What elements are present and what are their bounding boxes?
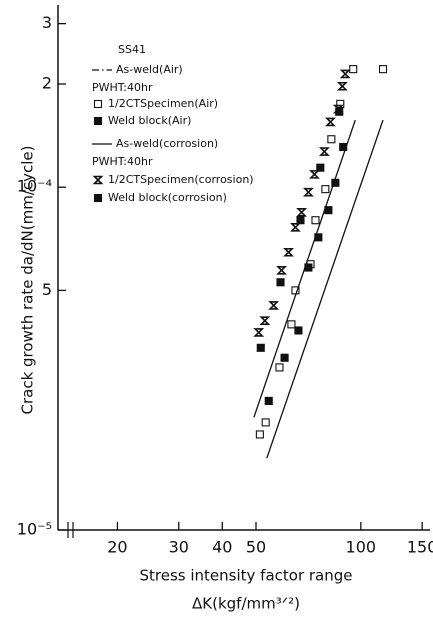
y-tick-label: 10⁻⁴ <box>17 177 52 196</box>
data-point <box>349 65 358 74</box>
data-point <box>318 147 330 156</box>
data-point <box>256 343 265 352</box>
legend-label: As-weld(Air) <box>116 63 183 76</box>
legend-label: 1/2CTSpecimen(Air) <box>108 97 218 110</box>
data-point <box>325 117 336 127</box>
data-point <box>275 363 284 372</box>
data-point <box>280 353 289 362</box>
data-point <box>268 301 280 310</box>
data-point <box>335 107 344 116</box>
fit-line <box>266 119 384 459</box>
data-point <box>294 326 303 335</box>
data-point <box>253 328 265 337</box>
fit-line <box>253 119 356 418</box>
data-point <box>296 216 305 225</box>
x-axis-label: Stress intensity factor range <box>140 567 353 585</box>
data-point <box>287 320 296 329</box>
legend-label: As-weld(corrosion) <box>116 137 218 150</box>
data-point <box>309 170 320 179</box>
legend-marker <box>92 175 104 185</box>
legend-title: SS41 <box>118 43 146 56</box>
data-point <box>296 207 308 217</box>
x-tick-label: 40 <box>212 538 232 557</box>
data-point <box>311 216 320 225</box>
data-point <box>327 135 336 144</box>
legend-label: 1/2CTSpecimen(corrosion) <box>108 173 254 186</box>
legend-marker <box>93 193 103 203</box>
data-point <box>259 316 271 325</box>
y-tick-label: 3 <box>42 13 52 32</box>
y-tick-label: 10⁻⁵ <box>17 520 52 539</box>
data-point <box>261 418 270 427</box>
legend-marker <box>93 99 103 109</box>
data-point <box>336 81 348 91</box>
data-point <box>283 247 294 257</box>
y-tick-label: 5 <box>42 280 52 299</box>
x-tick-label: 20 <box>107 538 127 557</box>
legend-subtitle: PWHT:40hr <box>92 81 153 94</box>
legend-marker <box>93 116 103 126</box>
y-axis-label: Crack growth rate da/dN(mm/cycle) <box>19 146 37 415</box>
legend-subtitle: PWHT:40hr <box>92 155 153 168</box>
data-point <box>276 278 285 287</box>
data-point <box>316 163 325 172</box>
data-point <box>378 65 388 74</box>
data-point <box>276 266 287 275</box>
x-tick-label: 150 <box>407 538 433 557</box>
data-point <box>339 69 351 79</box>
legend-label: Weld block(Air) <box>108 114 191 127</box>
data-point <box>255 430 264 439</box>
y-tick-label: 2 <box>42 73 52 92</box>
data-point <box>264 396 273 405</box>
x-tick-label: 100 <box>346 538 377 557</box>
x-tick-label: 30 <box>169 538 189 557</box>
data-point <box>302 187 314 197</box>
x-tick-label: 50 <box>246 538 266 557</box>
data-point <box>321 185 330 194</box>
legend-label: Weld block(corrosion) <box>108 191 227 204</box>
x-axis-label-unit: ΔK(kgf/mm³ᐟ²) <box>192 595 300 613</box>
